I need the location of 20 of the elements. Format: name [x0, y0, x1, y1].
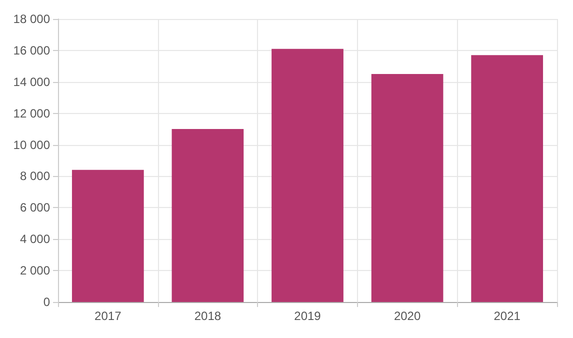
y-tick-label: 16 000: [13, 43, 50, 58]
bar: [272, 48, 344, 302]
y-tick-label: 2 000: [20, 264, 50, 278]
y-tick-label: 18 000: [13, 12, 50, 26]
y-tick-label: 10 000: [13, 138, 50, 152]
x-tick-label: 2021: [494, 309, 521, 323]
x-tick-label: 2020: [394, 309, 421, 323]
bar: [371, 74, 444, 302]
bar: [471, 55, 544, 302]
y-tick-label: 8 000: [20, 169, 50, 184]
x-tick-label: 2017: [94, 309, 122, 323]
y-tick-label: 4 000: [20, 232, 50, 246]
bar: [172, 129, 244, 302]
y-tick-label: 12 000: [13, 106, 50, 120]
y-tick-label: 14 000: [13, 74, 50, 89]
y-tick-label: 6 000: [20, 200, 50, 215]
bar: [72, 170, 144, 302]
y-tick-label: 0: [43, 295, 50, 309]
x-tick-label: 2019: [294, 309, 322, 323]
x-tick-label: 2018: [194, 309, 222, 323]
